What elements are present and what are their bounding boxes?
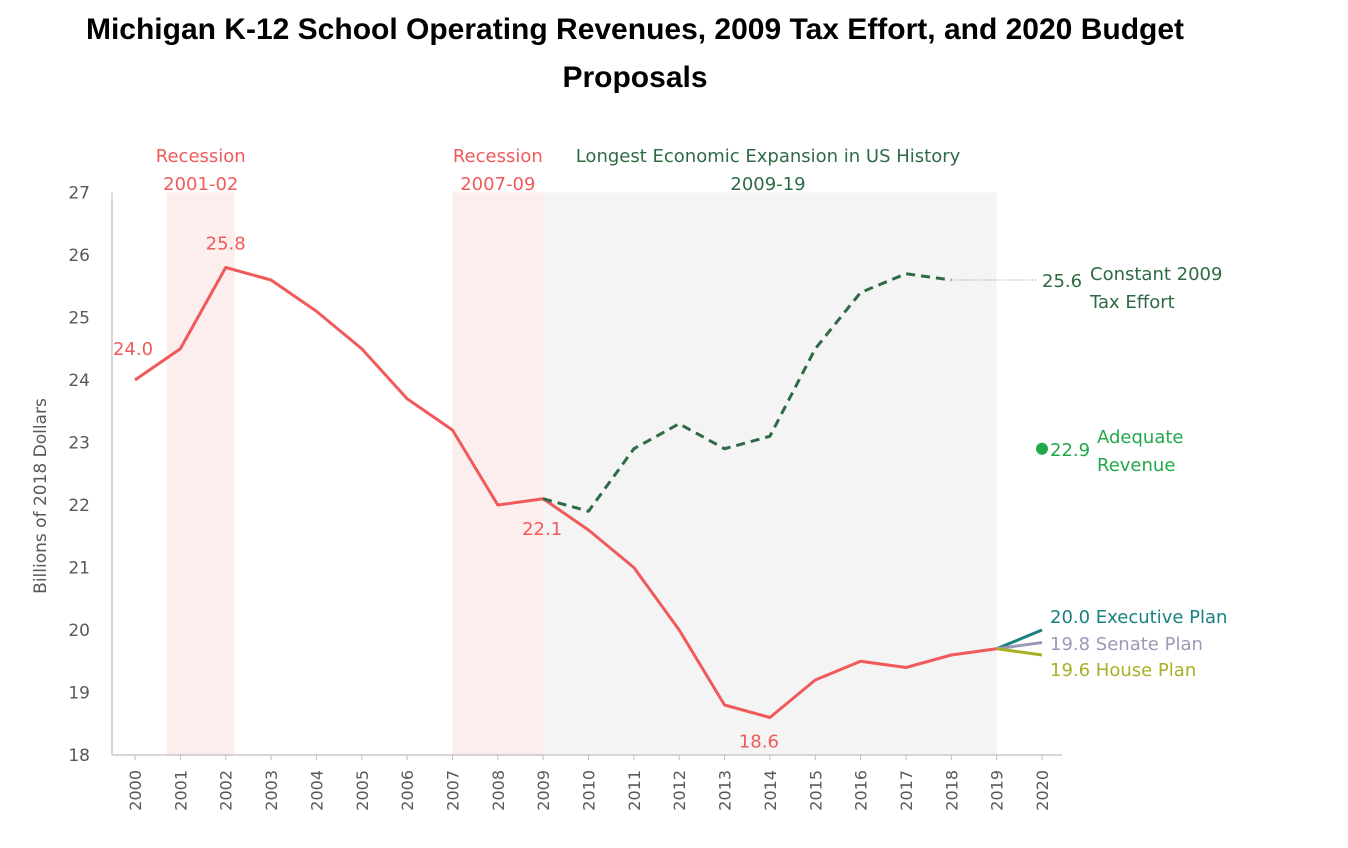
recession-2007-09-label-line2: 2007-09 bbox=[460, 174, 535, 195]
annotations: Recession 2001-02 Recession 2007-09 Longest … bbox=[113, 146, 1227, 753]
y-tick-label: 23 bbox=[68, 434, 90, 454]
adequate-revenue-value: 22.9 bbox=[1050, 440, 1090, 461]
x-tick-label: 2008 bbox=[489, 770, 508, 811]
x-tick-label: 2019 bbox=[988, 770, 1007, 811]
expansion-2009-19-band bbox=[543, 192, 997, 755]
x-tick-label: 2009 bbox=[534, 770, 553, 811]
y-tick-label: 21 bbox=[68, 559, 90, 579]
series-lines bbox=[134, 266, 1048, 719]
y-tick-label: 24 bbox=[68, 371, 90, 391]
x-tick-label: 2005 bbox=[353, 770, 372, 811]
x-tick-label: 2003 bbox=[262, 770, 281, 811]
data-label-2002: 25.8 bbox=[206, 234, 246, 255]
recession-2007-09-label-line1: Recession bbox=[453, 146, 543, 167]
x-tick-label: 2007 bbox=[443, 770, 462, 811]
recession-2007-09-band bbox=[452, 192, 544, 755]
x-tick-label: 2018 bbox=[942, 770, 961, 811]
house-plan-label: 19.6 House Plan bbox=[1050, 660, 1196, 681]
actual-revenues-line bbox=[134, 266, 997, 719]
chart-title-line1: Michigan K-12 School Operating Revenues,… bbox=[85, 13, 1185, 46]
executive-plan-line bbox=[996, 628, 1043, 651]
x-tick-label: 2000 bbox=[126, 770, 145, 811]
tax-effort-end-value: 25.6 bbox=[1042, 271, 1082, 292]
y-axis-title: Billions of 2018 Dollars bbox=[31, 398, 51, 594]
x-tick-label: 2006 bbox=[398, 770, 417, 811]
x-tick-label: 2012 bbox=[670, 770, 689, 811]
tax-effort-label-line1: Constant 2009 bbox=[1090, 264, 1222, 285]
tax-effort-label-line2: Tax Effort bbox=[1089, 292, 1175, 313]
house-plan-line bbox=[996, 647, 1043, 657]
adequate-revenue-point bbox=[1036, 442, 1048, 455]
x-tick-label: 2015 bbox=[806, 770, 825, 811]
recession-2001-02-label-line2: 2001-02 bbox=[163, 174, 238, 195]
x-tick-label: 2010 bbox=[580, 770, 599, 811]
x-tick-label: 2016 bbox=[852, 770, 871, 811]
recession-2001-02-band bbox=[166, 192, 235, 755]
y-tick-label: 25 bbox=[68, 309, 90, 329]
chart-title-line2: Proposals bbox=[562, 61, 708, 94]
adequate-revenue-label-line1: Adequate bbox=[1097, 427, 1184, 448]
senate-plan-line bbox=[996, 641, 1043, 651]
axes: 18 19 20 21 22 23 24 25 26 27 2000 2001 2002 2003 2004… bbox=[31, 184, 1062, 811]
expansion-2009-19-label-line1: Longest Economic Expansion in US History bbox=[576, 146, 961, 167]
recession-2001-02-label-line1: Recession bbox=[156, 146, 246, 167]
constant-2009-tax-effort-line bbox=[542, 272, 952, 513]
x-tick-label: 2001 bbox=[171, 770, 190, 811]
expansion-2009-19-label-line2: 2009-19 bbox=[730, 174, 805, 195]
y-tick-label: 20 bbox=[68, 621, 90, 641]
x-tick-label: 2014 bbox=[761, 770, 780, 811]
y-tick-label: 18 bbox=[68, 746, 90, 766]
senate-plan-label: 19.8 Senate Plan bbox=[1050, 634, 1203, 655]
y-tick-label: 26 bbox=[68, 246, 90, 266]
x-tick-label: 2004 bbox=[307, 770, 326, 811]
data-label-2000: 24.0 bbox=[113, 339, 153, 360]
y-tick-label: 22 bbox=[68, 496, 90, 516]
x-tick-label: 2020 bbox=[1033, 770, 1052, 811]
adequate-revenue-label-line2: Revenue bbox=[1097, 455, 1175, 476]
chart-title: Michigan K-12 School Operating Revenues,… bbox=[0, 6, 1270, 102]
x-tick-label: 2017 bbox=[897, 770, 916, 811]
x-tick-label: 2002 bbox=[217, 770, 236, 811]
shaded-regions bbox=[166, 192, 997, 755]
executive-plan-label: 20.0 Executive Plan bbox=[1050, 607, 1227, 628]
data-label-2014: 18.6 bbox=[739, 732, 779, 753]
x-tick-label: 2011 bbox=[625, 770, 644, 811]
y-tick-label: 27 bbox=[68, 184, 90, 204]
x-tick-label: 2013 bbox=[716, 770, 735, 811]
y-tick-label: 19 bbox=[68, 684, 90, 704]
data-label-2009: 22.1 bbox=[522, 519, 562, 540]
